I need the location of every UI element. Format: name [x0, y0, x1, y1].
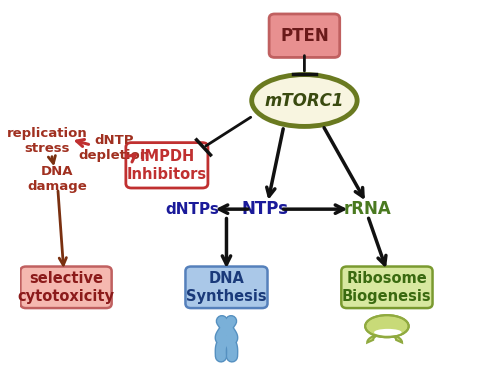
Ellipse shape	[252, 74, 357, 126]
Polygon shape	[367, 334, 402, 343]
FancyBboxPatch shape	[185, 266, 267, 308]
Text: DNA
Synthesis: DNA Synthesis	[186, 271, 267, 303]
Text: replication
stress: replication stress	[6, 127, 87, 154]
Text: rRNA: rRNA	[344, 200, 392, 218]
Text: selective
cytotoxicity: selective cytotoxicity	[18, 271, 115, 303]
Ellipse shape	[365, 315, 408, 337]
Text: IMPDH
Inhibitors: IMPDH Inhibitors	[127, 149, 207, 182]
FancyBboxPatch shape	[21, 266, 112, 308]
FancyBboxPatch shape	[269, 14, 340, 58]
Text: PTEN: PTEN	[280, 27, 329, 45]
Ellipse shape	[374, 329, 402, 336]
Text: mTORC1: mTORC1	[264, 91, 344, 109]
Text: Ribosome
Biogenesis: Ribosome Biogenesis	[342, 271, 432, 303]
FancyBboxPatch shape	[126, 142, 208, 188]
Text: NTPs: NTPs	[242, 200, 289, 218]
Text: DNA
damage: DNA damage	[27, 165, 87, 193]
FancyBboxPatch shape	[341, 266, 432, 308]
Text: dNTPs: dNTPs	[165, 202, 219, 217]
Text: dNTP
depletion: dNTP depletion	[79, 134, 150, 162]
